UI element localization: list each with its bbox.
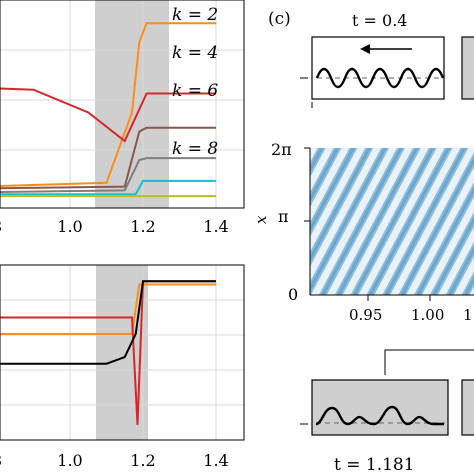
- heatmap-ytick-2pi: 2π: [271, 140, 292, 159]
- heatmap-xtick-100: 1.00: [411, 306, 444, 324]
- series-line-4: [0, 179, 216, 196]
- axes-frame-a: [0, 0, 245, 209]
- connector-line: [384, 349, 474, 375]
- heatmap-ylabel: x: [252, 215, 270, 224]
- x-tick-label: 1.0: [57, 217, 82, 236]
- x-tick-label: 1.2: [130, 217, 155, 236]
- series-line-k-4: [0, 87, 216, 143]
- snapshot-bottom-right-box: [461, 379, 474, 436]
- axes-frame-b: [0, 264, 245, 441]
- series-line-k-2: [0, 22, 216, 187]
- x-tick-label: 1.4: [203, 451, 228, 470]
- snapshot-bottom-title: t = 1.181: [334, 455, 415, 474]
- snapshot-right-box: [461, 36, 474, 100]
- legend-label: k = 8: [172, 139, 218, 159]
- propagation-arrow-icon: [360, 44, 412, 54]
- x-tick-label: 8: [0, 451, 2, 470]
- x-ticks-a: 8 1.0 1.2 1.4: [0, 217, 229, 236]
- snapshot-top-box: [311, 36, 445, 100]
- x-ticks-b: 8 1.0 1.2 1.4: [0, 451, 229, 470]
- x-tick-label: 1.0: [57, 451, 82, 470]
- series-line-k-8: [0, 157, 216, 194]
- series-group-b: [0, 280, 216, 425]
- snapshot-top-wave: [315, 67, 445, 89]
- panel-a: k = 2 k = 4 k = 6 k = 8 8 1.0 1.2 1.4: [0, 0, 245, 236]
- heatmap-ytick-pi: π: [278, 207, 289, 226]
- x-tick-label: 1.4: [203, 217, 228, 236]
- series-group-a: [0, 22, 216, 198]
- snapshot-top-title: t = 0.4: [352, 11, 407, 30]
- panel-b: 8 1.0 1.2 1.4: [0, 264, 245, 470]
- legend-label: k = 4: [172, 43, 218, 63]
- legend-label: k = 2: [172, 5, 218, 25]
- x-tick-label: 1.2: [130, 451, 155, 470]
- series-line-k-6: [0, 126, 216, 190]
- series-line-2: [0, 280, 216, 365]
- heatmap-xtick-1: 1.: [463, 306, 474, 324]
- heatmap: [310, 148, 474, 295]
- snapshot-bottom-wave: [315, 405, 444, 426]
- heatmap-ytick-0: 0: [288, 285, 298, 304]
- heatmap-xtick-095: 0.95: [349, 306, 382, 324]
- panel-c-label: (c): [268, 9, 291, 29]
- x-tick-label: 8: [0, 217, 2, 236]
- legend-label: k = 6: [172, 81, 218, 101]
- legend-a: k = 2 k = 4 k = 6 k = 8: [172, 5, 218, 159]
- panel-c: (c) t = 0.4 2π π 0 x 0.95 1.00 1.: [252, 9, 474, 474]
- series-line-0: [0, 283, 216, 335]
